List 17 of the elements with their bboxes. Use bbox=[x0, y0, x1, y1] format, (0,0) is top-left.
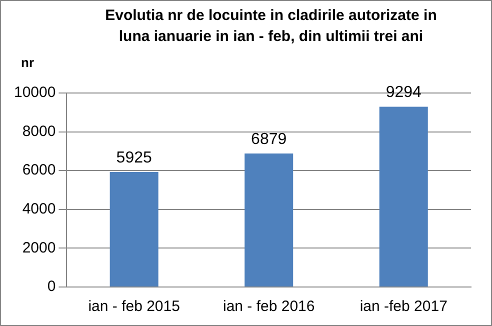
bar bbox=[379, 106, 428, 286]
chart-title: Evolutia nr de locuinte in cladirile autorizate in luna ianuarie in ian - feb, din ultimii trei ani bbox=[104, 6, 438, 47]
x-tick-label: ian -feb 2017 bbox=[360, 298, 448, 316]
y-tick-label: 10000 bbox=[14, 84, 56, 102]
y-axis-title: nr bbox=[21, 55, 34, 70]
data-label: 5925 bbox=[116, 149, 152, 166]
x-tick-label: ian - feb 2016 bbox=[222, 298, 315, 316]
y-tick-label: 0 bbox=[47, 278, 56, 296]
x-tick-label: ian - feb 2015 bbox=[88, 298, 180, 316]
y-tick-label: 6000 bbox=[22, 162, 56, 179]
bar bbox=[110, 172, 158, 286]
data-label: 6879 bbox=[251, 130, 287, 148]
y-tick-label: 2000 bbox=[22, 239, 56, 256]
y-tick-label: 8000 bbox=[22, 122, 56, 140]
data-label: 9294 bbox=[386, 84, 422, 102]
y-tick-label: 4000 bbox=[22, 200, 56, 218]
bar bbox=[244, 154, 294, 286]
